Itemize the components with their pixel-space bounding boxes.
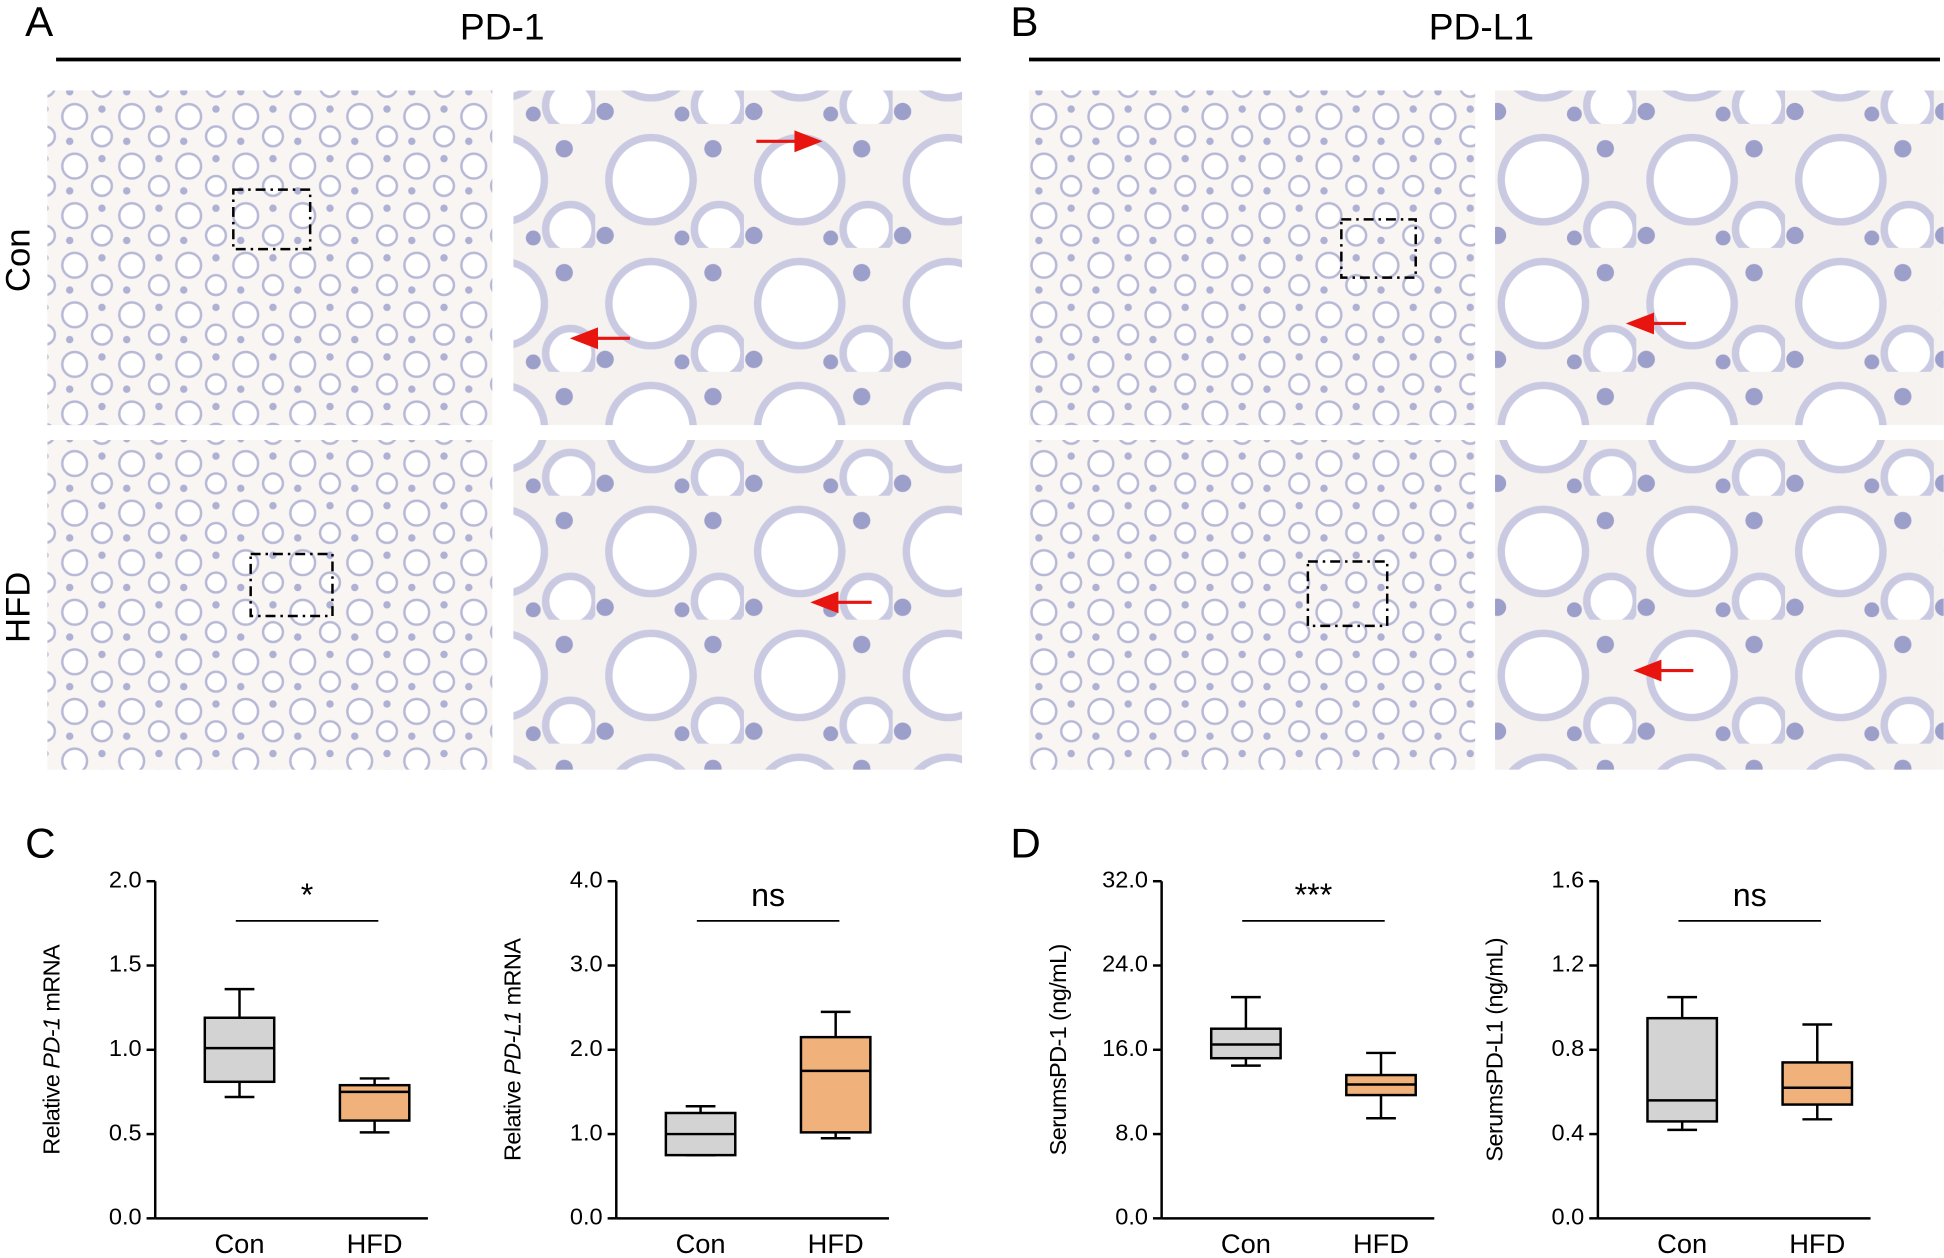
y-tick-label: 8.0: [1115, 1119, 1148, 1145]
y-tick-label: 2.0: [109, 866, 142, 892]
y-tick-label: 16.0: [1102, 1035, 1148, 1061]
micrograph: [513, 90, 963, 426]
y-axis-label-part: SerumsPD-1 (ng/mL): [1045, 944, 1071, 1155]
x-tick-label: HFD: [1789, 1228, 1845, 1258]
y-tick-label: 1.2: [1552, 951, 1585, 977]
y-axis-label: SerumsPD-L1 (ng/mL): [1481, 938, 1507, 1162]
box: [338, 1083, 411, 1122]
significance-label: ns: [751, 877, 785, 913]
box: [799, 1035, 872, 1134]
y-axis-label-part: PD-1: [39, 1018, 65, 1069]
panel-label: D: [1010, 820, 1040, 867]
significance-label: ns: [1733, 877, 1767, 913]
x-tick-label: HFD: [808, 1228, 864, 1258]
y-axis-label: Relative PD-L1 mRNA: [500, 938, 526, 1161]
x-tick-label: Con: [1221, 1228, 1271, 1258]
micrograph: [1029, 439, 1476, 770]
x-tick-label: HFD: [1353, 1228, 1409, 1258]
y-tick-label: 0.0: [1115, 1204, 1148, 1230]
x-tick-label: Con: [215, 1228, 265, 1258]
panel-label: A: [25, 0, 54, 45]
panel-label: C: [25, 820, 55, 867]
y-tick-label: 1.6: [1552, 866, 1585, 892]
y-axis-label-part: Relative: [500, 1075, 526, 1161]
y-tick-label: 4.0: [570, 866, 603, 892]
y-axis-label-part: SerumsPD-L1 (ng/mL): [1481, 938, 1507, 1162]
y-axis-label-part: Relative: [39, 1069, 65, 1155]
box: [203, 1016, 276, 1084]
y-tick-label: 0.5: [109, 1119, 142, 1145]
arrows: [569, 130, 1694, 682]
y-tick-label: 1.0: [570, 1119, 603, 1145]
y-tick-label: 1.5: [109, 951, 142, 977]
y-tick-label: 0.0: [1552, 1204, 1585, 1230]
micrograph: [1029, 90, 1476, 426]
micrograph: [47, 439, 493, 770]
y-tick-label: 2.0: [570, 1035, 603, 1061]
y-tick-label: 24.0: [1102, 951, 1148, 977]
y-axis-label: SerumsPD-1 (ng/mL): [1045, 944, 1071, 1155]
y-tick-label: 1.0: [109, 1035, 142, 1061]
y-tick-label: 3.0: [570, 951, 603, 977]
x-tick-label: HFD: [347, 1228, 403, 1258]
x-tick-label: Con: [676, 1228, 726, 1258]
y-tick-label: 0.4: [1552, 1119, 1585, 1145]
significance-label: ***: [1295, 877, 1333, 913]
micrograph: [1495, 90, 1944, 426]
histology: [47, 90, 1944, 770]
box: [1781, 1061, 1854, 1106]
y-tick-label: 32.0: [1102, 866, 1148, 892]
row-label: Con: [0, 228, 37, 292]
panel-label: B: [1010, 0, 1038, 45]
row-label: HFD: [0, 572, 37, 643]
y-tick-label: 0.0: [109, 1204, 142, 1230]
micrograph: [1495, 439, 1944, 770]
micrograph: [47, 90, 493, 426]
y-axis-label-part: PD-L1: [500, 1011, 526, 1075]
panel-header: PD-L1: [1429, 6, 1534, 48]
y-tick-label: 0.8: [1552, 1035, 1585, 1061]
y-axis-label: Relative PD-1 mRNA: [39, 944, 65, 1155]
y-axis-label-part: mRNA: [39, 944, 65, 1018]
y-tick-label: 0.0: [570, 1204, 603, 1230]
significance-label: *: [301, 877, 314, 913]
box: [1646, 1016, 1719, 1123]
x-tick-label: Con: [1657, 1228, 1707, 1258]
micrograph: [513, 439, 963, 770]
y-axis-label-part: mRNA: [500, 938, 526, 1012]
panel-header: PD-1: [460, 6, 545, 48]
